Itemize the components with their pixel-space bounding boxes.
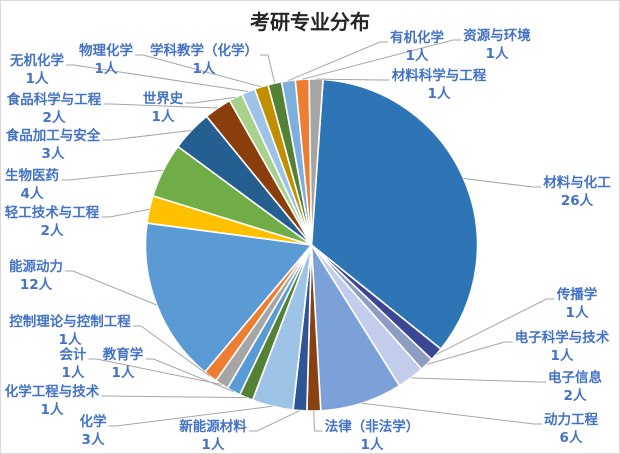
leader-line (410, 377, 546, 383)
leader-line (249, 410, 301, 432)
leader-line (313, 410, 323, 432)
leader-line (185, 96, 236, 104)
pie-slice-12 (144, 222, 313, 373)
leader-line (426, 341, 513, 365)
leader-line (133, 325, 211, 377)
leader-line (65, 270, 157, 306)
leader-line (436, 298, 555, 355)
chart-title: 考研专业分布 (250, 10, 370, 34)
leader-line (101, 395, 247, 399)
leader-line (66, 64, 249, 92)
leader-line (302, 39, 461, 80)
leader-line (145, 358, 234, 393)
leader-line (463, 178, 541, 188)
leader-line (108, 405, 273, 427)
leader-line (260, 54, 276, 84)
leader-line (102, 130, 192, 141)
leader-line (61, 169, 164, 181)
leader-line (316, 78, 390, 81)
leader-line (88, 358, 222, 385)
leader-line (361, 402, 542, 425)
leader-line (135, 54, 262, 88)
leader-line (103, 103, 218, 109)
leader-line (288, 41, 388, 82)
leader-line (101, 208, 150, 218)
